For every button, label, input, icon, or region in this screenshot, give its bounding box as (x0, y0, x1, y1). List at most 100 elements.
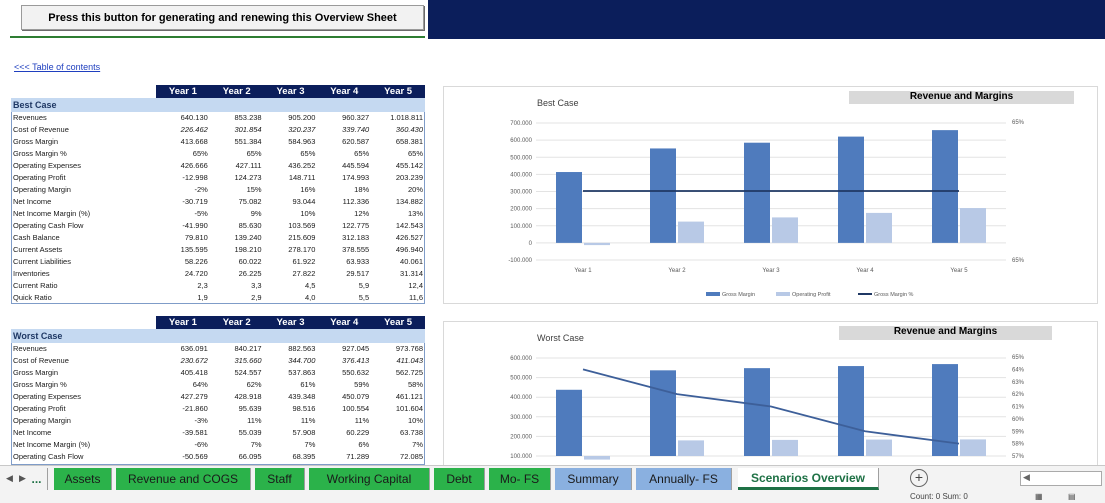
value-cell[interactable]: 278.170 (288, 245, 316, 254)
row-label[interactable]: Current Assets (13, 245, 63, 254)
tab-staff[interactable]: Staff (255, 468, 305, 490)
value-cell[interactable]: 461.121 (395, 392, 423, 401)
value-cell[interactable]: 71.289 (346, 452, 370, 461)
value-cell[interactable]: 55.039 (238, 428, 262, 437)
value-cell[interactable]: 95.639 (238, 404, 262, 413)
tab-scenarios-overview[interactable]: Scenarios Overview (738, 468, 879, 490)
value-cell[interactable]: 450.079 (342, 392, 370, 401)
value-cell[interactable]: 64% (192, 380, 208, 389)
year-header-cell[interactable]: Year 3 (263, 85, 318, 98)
value-cell[interactable]: 135.595 (180, 245, 208, 254)
value-cell[interactable]: 12% (354, 209, 370, 218)
value-cell[interactable]: 215.609 (288, 233, 316, 242)
value-cell[interactable]: 124.273 (234, 173, 262, 182)
year-header-cell[interactable]: Year 2 (209, 85, 264, 98)
value-cell[interactable]: 428.918 (234, 392, 262, 401)
tab-summary[interactable]: Summary (555, 468, 632, 490)
row-label[interactable]: Current Liabilities (13, 257, 71, 266)
value-cell[interactable]: 496.940 (395, 245, 423, 254)
row-label[interactable]: Inventories (13, 269, 50, 278)
value-cell[interactable]: 7% (412, 440, 423, 449)
tab-working-capital[interactable]: Working Capital (309, 468, 430, 490)
row-label[interactable]: Current Ratio (13, 281, 58, 290)
value-cell[interactable]: 584.963 (288, 137, 316, 146)
year-header-cell[interactable]: Year 1 (156, 85, 210, 98)
value-cell[interactable]: 11,6 (408, 293, 423, 302)
value-cell[interactable]: 61% (300, 380, 316, 389)
value-cell[interactable]: 436.252 (288, 161, 316, 170)
value-cell[interactable]: 4,0 (304, 293, 316, 302)
value-cell[interactable]: 3,3 (251, 281, 262, 290)
row-label[interactable]: Operating Cash Flow (13, 452, 84, 461)
tab-annually-fs[interactable]: Annually- FS (636, 468, 732, 490)
value-cell[interactable]: 550.632 (342, 368, 370, 377)
value-cell[interactable]: 524.557 (234, 368, 262, 377)
value-cell[interactable]: 7% (250, 440, 262, 449)
value-cell[interactable]: 301.854 (234, 125, 262, 134)
value-cell[interactable]: 339.740 (342, 125, 370, 134)
value-cell[interactable]: 315.660 (234, 356, 262, 365)
year-header-cell[interactable]: Year 1 (156, 316, 210, 329)
value-cell[interactable]: 66.095 (238, 452, 262, 461)
page-layout-icon[interactable]: ▤ (1068, 492, 1076, 501)
value-cell[interactable]: 103.569 (288, 221, 316, 230)
value-cell[interactable]: 93.044 (292, 197, 316, 206)
spreadsheet-grid[interactable]: Press this button for generating and ren… (0, 0, 1105, 465)
row-label[interactable]: Operating Margin (13, 185, 71, 194)
tab-scroll-left-icon[interactable]: ◀ (6, 473, 13, 483)
value-cell[interactable]: 2,3 (197, 281, 208, 290)
row-label[interactable]: Revenues (13, 113, 47, 122)
value-cell[interactable]: -39.581 (182, 428, 208, 437)
value-cell[interactable]: 658.381 (395, 137, 423, 146)
value-cell[interactable]: 427.279 (180, 392, 208, 401)
row-label[interactable]: Revenues (13, 344, 47, 353)
value-cell[interactable]: 65% (354, 149, 370, 158)
tab-debt[interactable]: Debt (434, 468, 485, 490)
row-label[interactable]: Gross Margin (13, 368, 59, 377)
horizontal-scrollbar[interactable]: ◀ (1020, 471, 1102, 486)
value-cell[interactable]: 75.082 (238, 197, 262, 206)
value-cell[interactable]: 5,9 (358, 281, 370, 290)
value-cell[interactable]: 1,9 (197, 293, 208, 302)
value-cell[interactable]: 882.563 (288, 344, 316, 353)
value-cell[interactable]: 61.922 (292, 257, 316, 266)
value-cell[interactable]: 122.775 (342, 221, 370, 230)
value-cell[interactable]: 1.018.811 (390, 113, 423, 122)
row-label[interactable]: Gross Margin (13, 137, 59, 146)
value-cell[interactable]: 65% (246, 149, 262, 158)
value-cell[interactable]: -2% (194, 185, 208, 194)
tab-assets[interactable]: Assets (54, 468, 112, 490)
more-tabs-button[interactable]: ... (26, 468, 48, 490)
value-cell[interactable]: 9% (250, 209, 262, 218)
value-cell[interactable]: 537.863 (288, 368, 316, 377)
value-cell[interactable]: 853.238 (234, 113, 262, 122)
value-cell[interactable]: 4,5 (304, 281, 316, 290)
value-cell[interactable]: -30.719 (182, 197, 208, 206)
value-cell[interactable]: 27.822 (292, 269, 316, 278)
year-header-cell[interactable]: Year 5 (371, 85, 425, 98)
value-cell[interactable]: 198.210 (234, 245, 262, 254)
value-cell[interactable]: 620.587 (342, 137, 370, 146)
value-cell[interactable]: 11% (354, 416, 370, 425)
value-cell[interactable]: 13% (407, 209, 423, 218)
row-label[interactable]: Quick Ratio (13, 293, 52, 302)
add-sheet-icon[interactable]: + (910, 469, 928, 487)
value-cell[interactable]: 376.413 (342, 356, 370, 365)
value-cell[interactable]: 413.668 (180, 137, 208, 146)
value-cell[interactable]: 29.517 (346, 269, 370, 278)
value-cell[interactable]: 72.085 (400, 452, 423, 461)
value-cell[interactable]: 65% (300, 149, 316, 158)
row-label[interactable]: Operating Expenses (13, 161, 81, 170)
value-cell[interactable]: 320.237 (288, 125, 316, 134)
value-cell[interactable]: 5,5 (358, 293, 370, 302)
value-cell[interactable]: 230.672 (180, 356, 208, 365)
value-cell[interactable]: 100.554 (342, 404, 370, 413)
scroll-left-icon[interactable]: ◀ (1023, 472, 1030, 482)
value-cell[interactable]: 10% (300, 209, 316, 218)
value-cell[interactable]: 378.555 (342, 245, 370, 254)
value-cell[interactable]: 112.336 (342, 197, 370, 206)
row-label[interactable]: Cost of Revenue (13, 125, 69, 134)
value-cell[interactable]: 57.908 (292, 428, 316, 437)
year-header-cell[interactable]: Year 2 (209, 316, 264, 329)
value-cell[interactable]: 426.527 (395, 233, 423, 242)
